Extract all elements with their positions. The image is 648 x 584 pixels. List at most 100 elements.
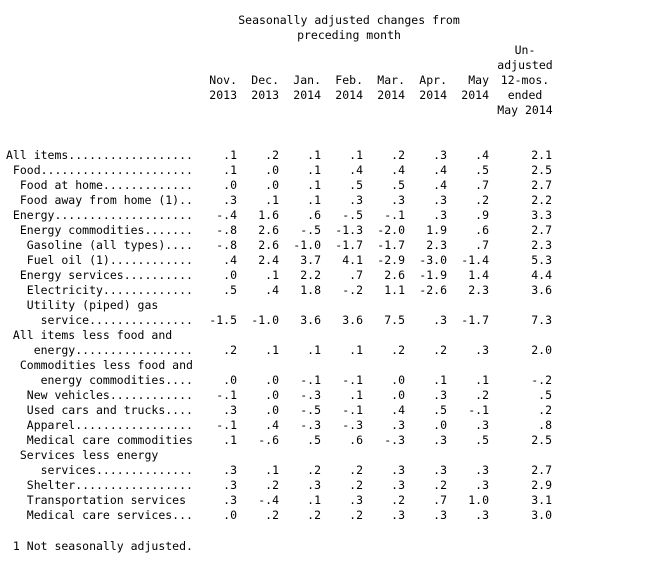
table-cell: .3 xyxy=(475,463,489,477)
table-cell: .4 xyxy=(349,163,363,177)
table-cell: 2.3 xyxy=(468,283,489,297)
table-cell: -.3 xyxy=(300,418,321,432)
table-cell: .5 xyxy=(223,283,237,297)
table-cell: .3 xyxy=(475,478,489,492)
table-cell: .7 xyxy=(475,238,489,252)
column-header-4-bottom: 2014 xyxy=(335,88,363,102)
row-label: Apparel................. xyxy=(6,418,193,432)
table-cell: 2.2 xyxy=(300,268,321,282)
table-cell: .3 xyxy=(391,463,405,477)
unadjusted-header-line: Un- xyxy=(514,43,536,57)
table-cell: .2 xyxy=(349,508,363,522)
table-cell: -1.7 xyxy=(377,238,405,252)
table-cell: -.3 xyxy=(300,388,321,402)
table-cell: .1 xyxy=(265,463,279,477)
column-header-1-bottom: 2013 xyxy=(209,88,237,102)
table-cell: .1 xyxy=(349,343,363,357)
table-cell: -.1 xyxy=(216,418,237,432)
table-cell: .7 xyxy=(349,268,363,282)
table-cell: .3 xyxy=(223,463,237,477)
table-cell: -1.9 xyxy=(419,268,447,282)
table-cell: .0 xyxy=(391,388,405,402)
table-cell: -3.0 xyxy=(419,253,447,267)
unadjusted-cell: -.2 xyxy=(531,373,552,387)
table-cell: 1.4 xyxy=(468,268,489,282)
row-label: Services less energy xyxy=(6,448,159,462)
row-label: Food away from home (1).. xyxy=(6,193,193,207)
row-label: service............... xyxy=(6,313,193,327)
table-cell: .3 xyxy=(223,478,237,492)
table-cell: .0 xyxy=(223,178,237,192)
table-cell: .0 xyxy=(433,418,447,432)
row-label: Fuel oil (1)............ xyxy=(6,253,193,267)
table-cell: 2.6 xyxy=(258,223,279,237)
table-cell: .4 xyxy=(391,163,405,177)
row-label: Utility (piped) gas xyxy=(6,298,159,312)
table-cell: -1.5 xyxy=(209,313,237,327)
table-cell: .3 xyxy=(391,478,405,492)
table-cell: -.8 xyxy=(216,223,237,237)
table-cell: .3 xyxy=(433,208,447,222)
unadjusted-cell: 2.3 xyxy=(531,238,552,252)
table-cell: 2.6 xyxy=(384,268,405,282)
table-cell: .2 xyxy=(307,508,321,522)
table-cell: -1.4 xyxy=(461,253,489,267)
column-header-2-top: Dec. xyxy=(251,73,279,87)
unadjusted-cell: .8 xyxy=(538,418,552,432)
table-cell: .7 xyxy=(433,493,447,507)
unadjusted-cell: 2.9 xyxy=(531,478,552,492)
unadjusted-cell: 2.2 xyxy=(531,193,552,207)
table-cell: .2 xyxy=(307,463,321,477)
table-cell: -.5 xyxy=(300,403,321,417)
table-cell: .0 xyxy=(265,163,279,177)
table-cell: .3 xyxy=(433,193,447,207)
table-cell: .2 xyxy=(265,148,279,162)
column-header-4-top: Feb. xyxy=(335,73,363,87)
table-cell: .1 xyxy=(307,148,321,162)
table-cell: 1.9 xyxy=(426,223,447,237)
table-cell: .3 xyxy=(391,508,405,522)
unadjusted-cell: 2.0 xyxy=(531,343,552,357)
table-cell: .3 xyxy=(391,193,405,207)
table-cell: 2.4 xyxy=(258,253,279,267)
table-cell: -.1 xyxy=(468,403,489,417)
row-label: Commodities less food and xyxy=(6,358,193,372)
table-cell: -.4 xyxy=(216,208,237,222)
row-label: services.............. xyxy=(6,463,193,477)
table-cell: .0 xyxy=(265,373,279,387)
unadjusted-header-line: adjusted xyxy=(497,58,553,72)
table-cell: .1 xyxy=(307,493,321,507)
table-cell: -.6 xyxy=(258,433,279,447)
table-cell: 1.8 xyxy=(300,283,321,297)
row-label: Transportation services xyxy=(6,493,187,507)
column-header-6-top: Apr. xyxy=(419,73,447,87)
table-cell: .6 xyxy=(475,223,489,237)
row-label: Electricity............. xyxy=(6,283,193,297)
table-cell: 1.0 xyxy=(468,493,489,507)
table-cell: 2.3 xyxy=(426,238,447,252)
table-cell: -2.0 xyxy=(377,223,405,237)
unadjusted-cell: 3.0 xyxy=(531,508,552,522)
unadjusted-cell: 4.4 xyxy=(531,268,552,282)
table-cell: -.1 xyxy=(384,208,405,222)
row-label: Medical care commodities xyxy=(6,433,193,447)
table-cell: .1 xyxy=(433,373,447,387)
table-cell: .4 xyxy=(433,163,447,177)
table-cell: .1 xyxy=(223,163,237,177)
table-cell: .1 xyxy=(349,388,363,402)
unadjusted-cell: 5.3 xyxy=(531,253,552,267)
table-cell: .2 xyxy=(349,478,363,492)
table-cell: -1.3 xyxy=(335,223,363,237)
table-cell: -.3 xyxy=(384,433,405,447)
table-cell: .4 xyxy=(265,418,279,432)
footnote: 1 Not seasonally adjusted. xyxy=(6,539,193,553)
unadjusted-cell: 2.5 xyxy=(531,163,552,177)
unadjusted-cell: 7.3 xyxy=(531,313,552,327)
table-cell: .3 xyxy=(475,508,489,522)
table-cell: .0 xyxy=(265,178,279,192)
row-label: energy commodities.... xyxy=(6,373,193,387)
table-cell: .3 xyxy=(433,463,447,477)
row-label: New vehicles............ xyxy=(6,388,193,402)
column-header-5-top: Mar. xyxy=(377,73,405,87)
row-label: Energy services.......... xyxy=(6,268,193,282)
